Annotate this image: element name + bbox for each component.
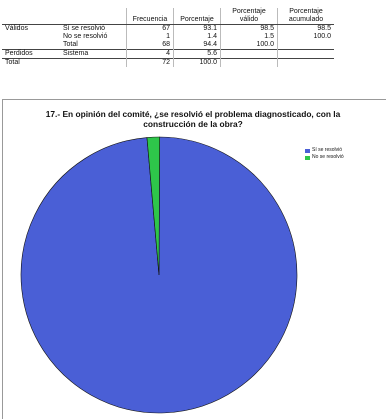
row-acumulado (277, 41, 334, 50)
header-label (60, 8, 127, 25)
chart-title-line-2: construcción de la obra? (143, 119, 243, 129)
row-frecuencia: 68 (126, 41, 174, 50)
row-porcentaje: 94.4 (173, 41, 221, 50)
legend-item-si: Sí se resolvió (305, 147, 344, 154)
chart-title-line-1: 17.- En opinión del comité, ¿se resolvió… (45, 109, 341, 119)
header-valido: Porcentaje válido (220, 8, 278, 25)
row-label: Sistema (60, 49, 127, 59)
frequency-table: Frecuencia Porcentaje Porcentaje válido … (2, 8, 334, 67)
row-frecuencia: 72 (126, 58, 174, 67)
header-frecuencia: Frecuencia (126, 8, 174, 25)
row-valido: 98.5 (220, 24, 278, 33)
row-group: Válidos (5, 25, 28, 32)
row-valido (220, 58, 278, 67)
legend-label-si: Sí se resolvió (312, 147, 343, 153)
row-frecuencia: 67 (126, 24, 174, 33)
row-porcentaje: 100.0 (173, 58, 221, 67)
legend-swatch-no (305, 155, 310, 160)
row-label: No se resolvió (63, 33, 108, 40)
header-porcentaje: Porcentaje (173, 8, 221, 25)
table-header-row: Frecuencia Porcentaje Porcentaje válido … (2, 8, 334, 25)
chart-legend: Sí se resolvió No se resolvió (305, 147, 344, 161)
chart-title: 17.- En opinión del comité, ¿se resolvió… (0, 109, 386, 129)
table-row: No se resolvió 1 1.4 1.5 100.0 (2, 33, 334, 41)
row-group: Perdidos (2, 49, 60, 59)
row-acumulado: 100.0 (277, 33, 334, 41)
legend-swatch-si (305, 148, 310, 153)
pie-slice-no-se-resolvio (146, 136, 160, 276)
table-row: Válidos Sí se resolvió 67 93.1 98.5 98.5 (2, 24, 334, 33)
row-acumulado (277, 58, 334, 67)
legend-label-no: No se resolvió (312, 154, 344, 160)
header-acumulado: Porcentaje acumulado (277, 8, 334, 25)
table-row: Perdidos Sistema 4 5.6 (2, 49, 334, 59)
row-porcentaje: 5.6 (173, 49, 221, 59)
header-group (2, 8, 60, 25)
row-porcentaje: 93.1 (173, 24, 221, 33)
row-valido (220, 49, 278, 59)
legend-item-no: No se resolvió (305, 154, 344, 161)
chart-frame (2, 99, 386, 419)
row-porcentaje: 1.4 (173, 33, 221, 41)
row-valido: 1.5 (220, 33, 278, 41)
row-valido: 100.0 (220, 41, 278, 50)
row-acumulado: 98.5 (277, 24, 334, 33)
row-group: Total (2, 58, 60, 67)
row-frecuencia: 4 (126, 49, 174, 59)
row-label: Sí se resolvió (63, 25, 106, 32)
row-frecuencia: 1 (126, 33, 174, 41)
row-label (60, 58, 127, 67)
table-row: Total 68 94.4 100.0 (2, 41, 334, 50)
table-row: Total 72 100.0 (2, 58, 334, 67)
row-label: Total (63, 41, 78, 48)
row-acumulado (277, 49, 334, 59)
